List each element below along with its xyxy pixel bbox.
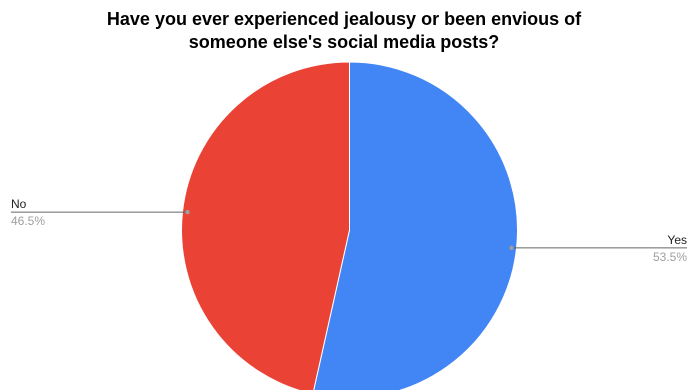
slice-percent-no: 46.5%	[11, 214, 45, 228]
slice-percent-yes: 53.5%	[653, 250, 687, 264]
leader-dot-no	[185, 209, 190, 215]
leader-dot-yes	[509, 245, 514, 251]
chart-title-line-1: Have you ever experienced jealousy or be…	[106, 9, 582, 29]
chart-title-line-2: someone else's social media posts?	[188, 32, 500, 52]
pie-slice-yes[interactable]	[313, 61, 518, 390]
slice-label-yes: Yes	[667, 233, 687, 247]
pie-slice-no[interactable]	[181, 61, 350, 390]
slice-label-no: No	[11, 197, 27, 211]
chart-title: Have you ever experienced jealousy or be…	[0, 8, 688, 54]
